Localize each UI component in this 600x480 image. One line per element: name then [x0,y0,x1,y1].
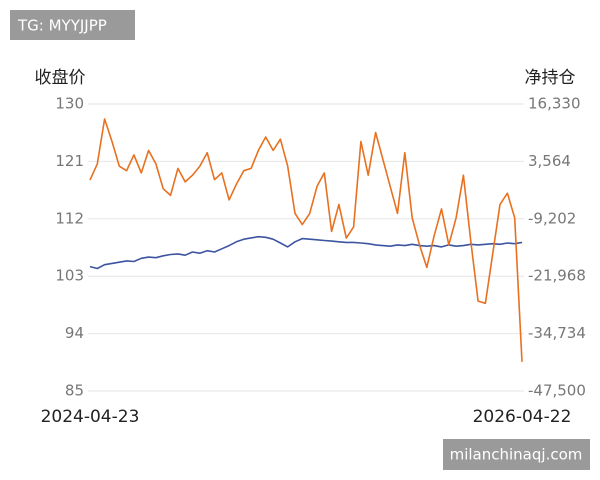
y-axis-title: 收盘价 [35,68,86,88]
y-tick-label: 94 [65,324,84,342]
watermark-box [443,439,590,470]
line-series [89,235,523,270]
x-tick-label: 2026-04-22 [473,407,572,427]
y-tick-label: 85 [65,382,84,400]
y2-tick-label: -34,734 [528,324,586,342]
y2-tick-label: 16,330 [528,95,581,113]
y2-tick-label: -47,500 [528,382,586,400]
x-tick-label: 2024-04-23 [41,407,140,427]
y2-tick-label: -21,968 [528,267,586,285]
watermark: milanchinaqj.com [450,446,583,464]
watermark: TG: MYYJJPP [17,17,107,35]
y-tick-label: 121 [55,152,84,170]
y2-tick-label: 3,564 [528,152,571,170]
y-tick-label: 103 [55,267,84,285]
y-tick-label: 130 [55,95,84,113]
watermark-box [10,10,135,40]
line-series [89,118,523,362]
y2-axis-title: 净持仓 [525,68,576,88]
y-tick-label: 112 [55,209,84,227]
y2-tick-label: -9,202 [528,209,576,227]
